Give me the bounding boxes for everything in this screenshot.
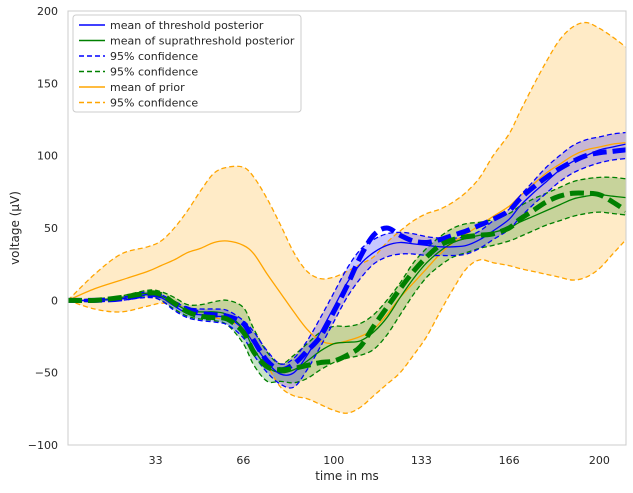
x-axis-label: time in ms [315, 469, 379, 483]
legend-label: mean of threshold posterior [110, 19, 264, 32]
plot-area [68, 21, 626, 414]
x-tick-label: 33 [149, 454, 163, 467]
series-line-prior-upper-95 [68, 21, 626, 301]
x-tick-label: 100 [323, 454, 344, 467]
y-tick-label: 150 [37, 77, 58, 90]
y-tick-label: −100 [28, 439, 58, 452]
plot-frame [67, 10, 627, 446]
x-tick-label: 166 [499, 454, 520, 467]
legend-box [72, 14, 302, 113]
y-tick-label: 50 [44, 222, 58, 235]
y-tick-label: 200 [37, 5, 58, 18]
x-tick-label: 200 [589, 454, 610, 467]
legend-label: 95% confidence [110, 97, 198, 110]
x-tick-label: 133 [411, 454, 432, 467]
suprathreshold-confidence-band [68, 177, 626, 383]
series-line-suprathreshold-lower-95 [68, 211, 626, 384]
y-tick-label: 0 [51, 294, 58, 307]
x-tick-label: 66 [236, 454, 250, 467]
tick-labels: 33 66 100 133 166 200 −100 −50 0 50 100 150 200 [28, 5, 610, 467]
series-line-threshold-sample-bold [68, 147, 626, 373]
threshold-confidence-band [68, 132, 626, 389]
legend-label: mean of prior [110, 81, 185, 94]
legend-label: 95% confidence [110, 66, 198, 79]
series-line-suprathreshold-upper-95 [68, 176, 626, 365]
y-axis-label: voltage (µV) [8, 191, 22, 265]
legend: mean of threshold posterior mean of supra… [72, 14, 302, 113]
y-tick-label: −50 [35, 367, 58, 380]
y-tick-label: 100 [37, 150, 58, 163]
series-line-suprathreshold-sample-bold [68, 190, 626, 373]
series-line-threshold-lower-95 [68, 157, 626, 389]
legend-label: 95% confidence [110, 50, 198, 63]
legend-label: mean of suprathreshold posterior [110, 35, 295, 48]
series-line-threshold-upper-95 [68, 131, 626, 365]
